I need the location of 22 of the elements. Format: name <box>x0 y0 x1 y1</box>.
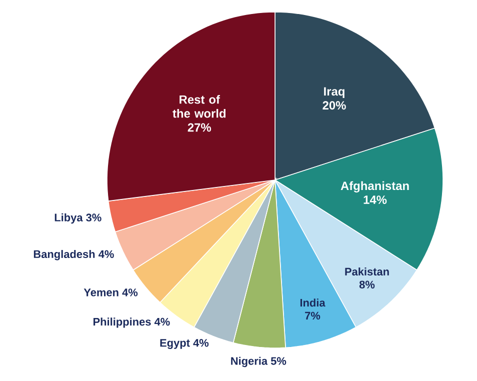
slice-label: India <box>300 298 326 307</box>
slice-label: Pakistan <box>345 267 389 276</box>
slice-label: Afghanistan <box>340 181 409 192</box>
slice-label: Nigeria <box>231 356 268 368</box>
slice-label: Philippines <box>94 318 151 328</box>
data-label: 3% <box>86 214 102 222</box>
data-label: 4% <box>154 318 170 326</box>
data-label: 4% <box>193 339 209 347</box>
slice-label: Bangladesh <box>34 250 95 260</box>
data-label: 5% <box>270 357 286 365</box>
slice-label: Rest of the world <box>172 95 226 118</box>
data-label: 4% <box>122 288 138 296</box>
data-label: 14% <box>364 196 387 204</box>
slice-label: Egypt <box>160 339 190 349</box>
data-label: 8% <box>359 280 375 288</box>
data-label: 4% <box>98 250 114 258</box>
slice-label: Libya <box>54 213 83 224</box>
data-label: 27% <box>188 123 212 132</box>
slice-label: Yemen <box>84 288 118 296</box>
data-label: 7% <box>305 312 320 320</box>
data-label: 20% <box>322 101 346 110</box>
slice-label: Iraq <box>324 87 344 98</box>
